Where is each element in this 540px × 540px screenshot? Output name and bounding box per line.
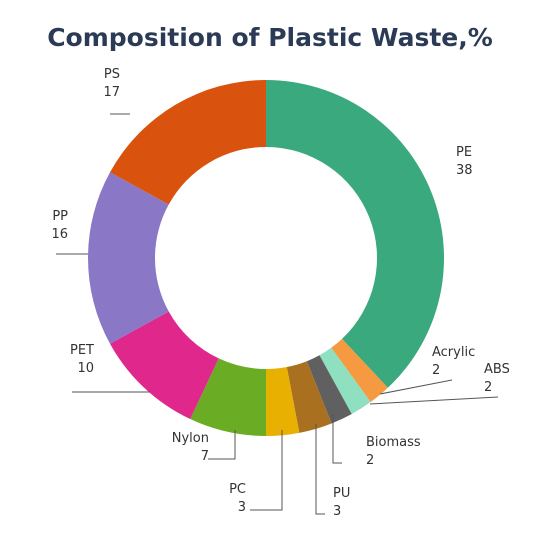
slice-value-pet: 10 [77, 361, 94, 376]
slice-value-acrylic: 2 [432, 363, 440, 378]
slice-label-biomass: Biomass [366, 435, 421, 450]
slice-value-abs: 2 [484, 380, 492, 395]
slice-labels: PE 38 Acrylic 2 ABS 2 Biomass 2 PU 3 PC 3 Nylon 7 PET 1… [51, 67, 509, 519]
slice-value-pu: 3 [333, 504, 341, 519]
slice-value-pp: 16 [51, 227, 68, 242]
slice-abs [319, 347, 371, 414]
slice-label-abs: ABS [484, 362, 510, 377]
leader-pc [250, 430, 283, 511]
chart-title: Composition of Plastic Waste,% [47, 23, 493, 52]
slice-label-pu: PU [333, 486, 350, 501]
leader-abs [369, 396, 499, 405]
slice-biomass [306, 355, 352, 424]
leader-nylon [208, 430, 236, 460]
slice-pu [286, 361, 332, 433]
donut-slices [88, 80, 444, 436]
label-leaders [56, 113, 499, 515]
slice-label-pet: PET [70, 343, 94, 358]
slice-value-ps: 17 [103, 85, 120, 100]
slice-nylon [190, 358, 266, 436]
slice-pc [266, 367, 300, 436]
slice-value-pc: 3 [238, 500, 246, 515]
leader-biomass [332, 414, 342, 464]
slice-label-nylon: Nylon [172, 431, 209, 446]
slice-pe [266, 80, 444, 388]
slice-label-acrylic: Acrylic [432, 345, 475, 360]
slice-label-pe: PE [456, 145, 472, 160]
slice-label-ps: PS [104, 67, 120, 82]
slice-label-pc: PC [229, 482, 246, 497]
slice-acrylic [331, 338, 388, 403]
slice-pp [88, 172, 169, 344]
slice-value-biomass: 2 [366, 453, 374, 468]
leader-pu [315, 424, 325, 515]
slice-pet [110, 311, 219, 420]
slice-value-pe: 38 [456, 163, 473, 178]
slice-value-nylon: 7 [201, 449, 209, 464]
slice-label-pp: PP [52, 209, 68, 224]
leader-acrylic [379, 379, 453, 395]
slice-ps [110, 80, 266, 205]
